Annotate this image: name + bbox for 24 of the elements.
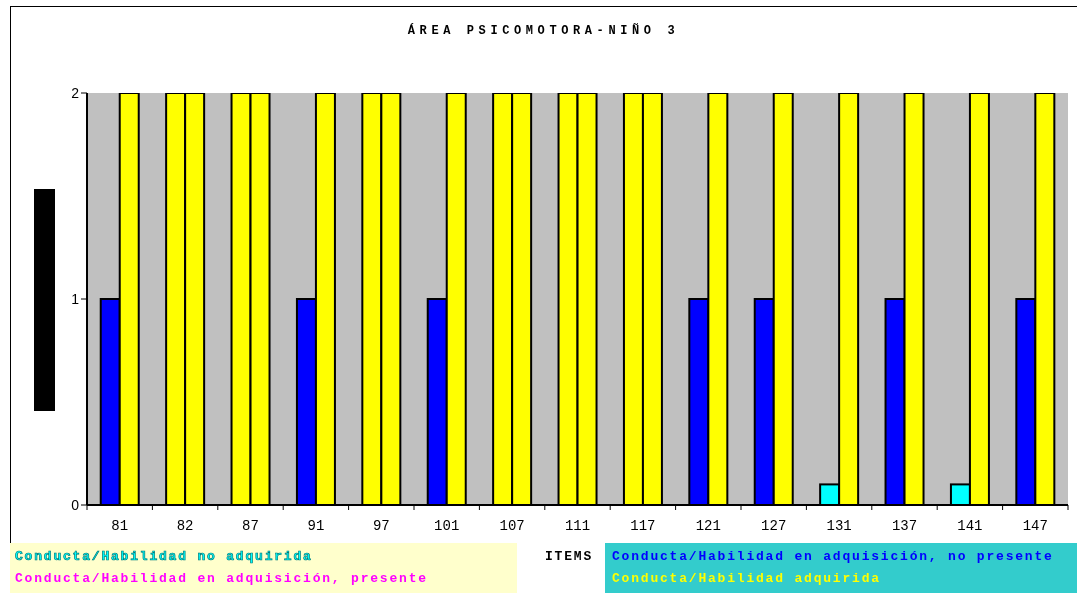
x-tick-label: 97 xyxy=(372,518,390,534)
y-tick-label: 0 xyxy=(71,496,80,513)
y-tick-label: 2 xyxy=(71,84,80,101)
x-tick-label: 117 xyxy=(630,518,656,534)
text: Conducta/Habilidad en adquisición, no presente xyxy=(611,548,1055,566)
text: Conducta/Habilidad adquirida xyxy=(611,570,882,588)
x-tick-label: 87 xyxy=(242,518,259,534)
x-tick-label: 127 xyxy=(761,518,787,534)
x-tick-label: 101 xyxy=(434,518,460,534)
x-tick-label: 82 xyxy=(176,518,194,534)
x-tick-label: 91 xyxy=(307,518,325,534)
x-tick-label: 131 xyxy=(826,518,852,534)
x-axis-title: ITEMS xyxy=(545,548,594,566)
x-tick-label: 137 xyxy=(891,518,918,534)
x-tick-label: 81 xyxy=(111,518,129,534)
legend-label: Conducta/Habilidad en adquisición, presente xyxy=(14,570,429,588)
x-tick-label: 121 xyxy=(695,518,721,534)
x-tick-label: 111 xyxy=(564,518,591,534)
x-tick-label: 147 xyxy=(1022,518,1048,534)
chart-title: ÁREA PSICOMOTORA-NIÑO 3 xyxy=(406,24,681,38)
x-tick-label: 141 xyxy=(957,518,983,534)
y-tick-label: 1 xyxy=(71,290,80,307)
x-tick-label: 107 xyxy=(499,518,525,534)
text: Conducta/Habilidad no adquirida xyxy=(14,548,314,566)
